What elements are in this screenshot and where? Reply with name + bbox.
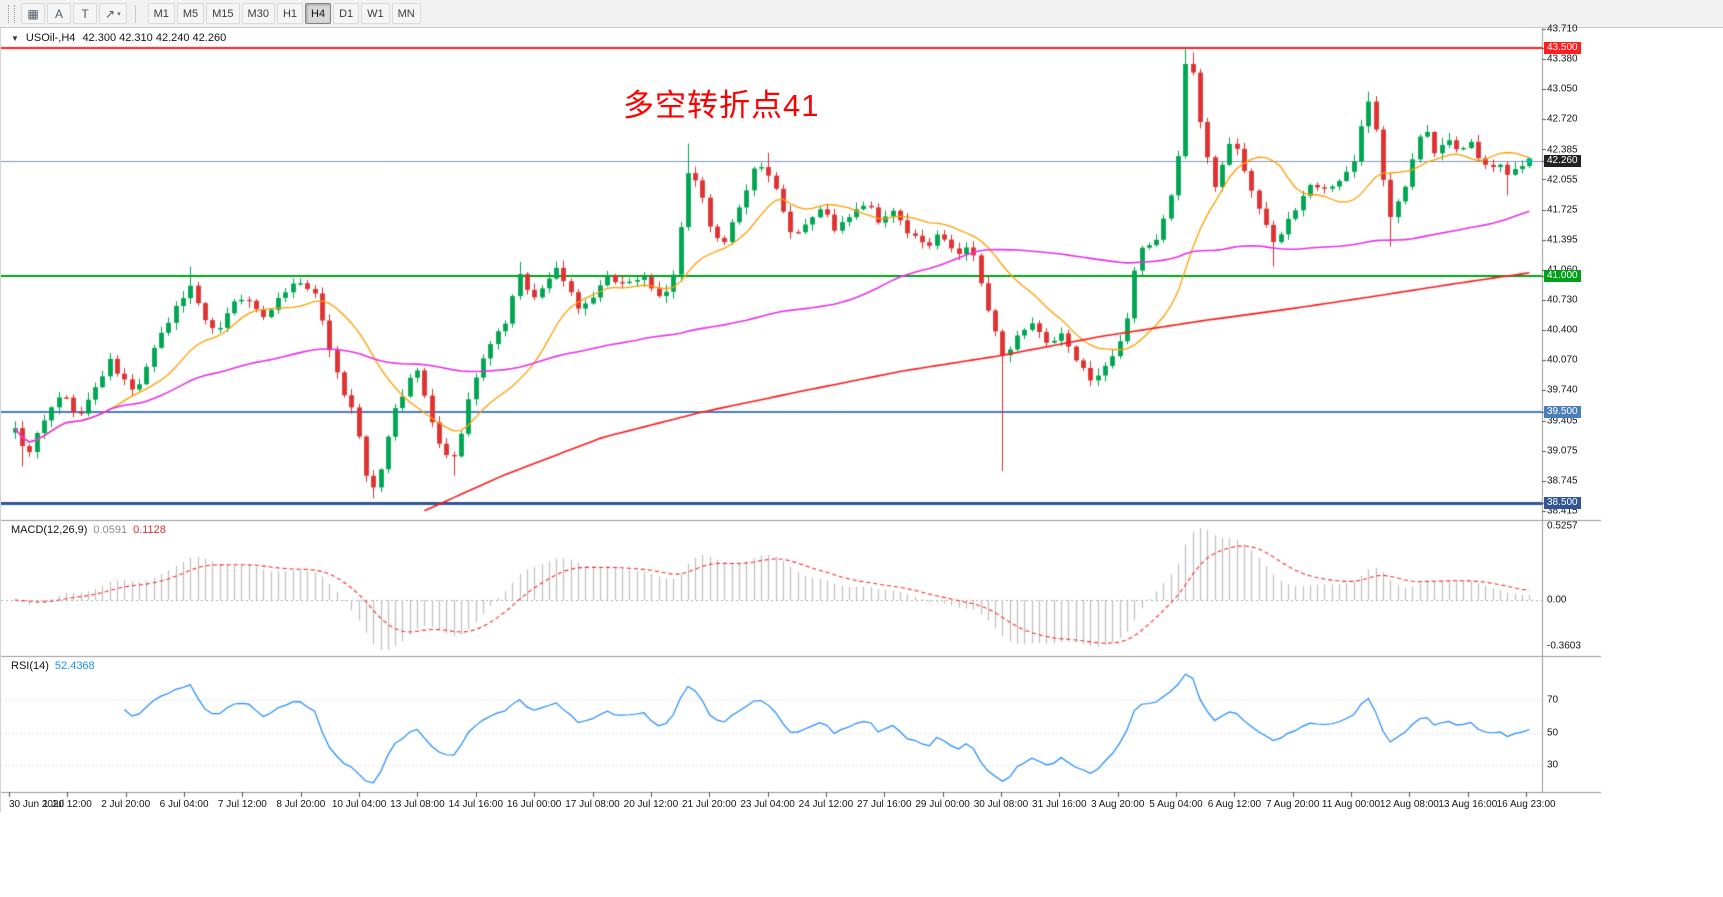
time-axis-label: 30 Jun 2020 (9, 799, 65, 810)
rsi-label: RSI(14) (11, 660, 49, 672)
timeframe-toolbar: M1 M5 M15 M30 H1 H4 D1 W1 MN (147, 3, 421, 24)
time-axis-label: 20 Jul 12:00 (623, 799, 679, 810)
time-axis-label: 5 Aug 04:00 (1149, 799, 1203, 810)
timeframe-button-m5[interactable]: M5 (176, 3, 205, 24)
time-axis-label: 30 Jul 08:00 (973, 799, 1029, 810)
macd-axis-label: 0.00 (1547, 594, 1567, 606)
text-box-tool[interactable]: T (73, 3, 97, 24)
time-axis-label: 6 Aug 12:00 (1207, 799, 1262, 810)
price-axis-label: 40.070 (1547, 354, 1578, 366)
time-axis-label: 11 Aug 00:00 (1321, 799, 1381, 810)
time-axis-label: 16 Aug 23:00 (1496, 799, 1556, 810)
time-axis-label: 12 Aug 08:00 (1379, 799, 1439, 810)
chart-list-icon[interactable]: ▦ (21, 3, 45, 24)
time-axis-label: 13 Jul 08:00 (390, 799, 445, 810)
chart-window: ▼ USOil-,H4 42.300 42.310 42.240 42.260 … (0, 23, 1601, 812)
text-label-tool-glyph: A (54, 6, 63, 21)
collapse-arrow-icon[interactable]: ▼ (11, 33, 19, 43)
macd-axis-label: 0.5257 (1547, 520, 1578, 532)
macd-main-value: 0.0591 (93, 524, 128, 536)
time-axis-label: 17 Jul 08:00 (565, 799, 620, 810)
price-axis-label: 39.075 (1547, 445, 1578, 457)
ohlc-values: 42.300 42.310 42.240 42.260 (82, 32, 227, 44)
dropdown-caret-icon: ▾ (117, 10, 121, 18)
price-axis-label: 42.720 (1547, 113, 1578, 125)
time-axis[interactable]: 30 Jun 2020 1 Jul 12:00 2 Jul 20:00 6 Jul 0… (1, 796, 1556, 812)
price-axis-label: 42.055 (1547, 174, 1578, 185)
time-axis-label: 7 Aug 20:00 (1265, 799, 1320, 810)
toolbar-separator (134, 4, 136, 23)
time-axis-label: 21 Jul 20:00 (681, 799, 737, 810)
macd-label: MACD(12,26,9) (11, 524, 88, 536)
time-axis-label: 2 Jul 20:00 (101, 799, 151, 810)
price-badge-39.500: 39.500 (1544, 406, 1581, 418)
price-axis-label: 43.710 (1547, 23, 1578, 35)
price-axis-label: 40.730 (1547, 294, 1578, 306)
text-label-tool[interactable]: A (47, 3, 71, 24)
price-axis-label: 39.405 (1547, 415, 1578, 427)
price-axis-label: 39.740 (1547, 384, 1578, 396)
symbol-title: USOil-,H4 (25, 32, 76, 44)
price-badge-42.260: 42.260 (1544, 154, 1581, 167)
rsi-header: RSI(14) 52.4368 (11, 660, 95, 672)
time-axis-label: 7 Jul 12:00 (217, 799, 267, 810)
toolbar-grip[interactable] (8, 4, 15, 23)
rsi-value: 52.4368 (54, 660, 95, 672)
time-axis-label: 16 Jul 00:00 (506, 799, 562, 810)
time-axis-label: 8 Jul 20:00 (276, 799, 326, 810)
macd-axis-label: -0.3603 (1547, 640, 1581, 652)
timeframe-button-m30[interactable]: M30 (241, 3, 275, 24)
chart-list-icon-glyph: ▦ (27, 6, 39, 21)
time-axis-label: 13 Aug 16:00 (1438, 799, 1498, 810)
annotation-text: 多空转折点41 (623, 88, 820, 123)
price-axis[interactable]: 43.710 43.500 43.380 43.050 42.720 42.385 42.2… (1543, 23, 1601, 812)
top-toolbar: ▦ A T ↗ ▾ M1 M5 M15 M30 H1 H4 D1 W1 MN (0, 0, 1723, 28)
time-axis-label: 23 Jul 04:00 (740, 799, 795, 810)
time-axis-label: 31 Jul 16:00 (1032, 799, 1087, 810)
timeframe-button-h1[interactable]: H1 (276, 3, 304, 24)
time-axis-label: 3 Aug 20:00 (1090, 799, 1145, 810)
time-axis-label: 10 Jul 04:00 (331, 799, 387, 810)
price-badge-41.000: 41.000 (1544, 269, 1581, 282)
macd-header: MACD(12,26,9) 0.0591 0.1128 (11, 524, 166, 536)
time-axis-label: 14 Jul 16:00 (448, 799, 504, 810)
timeframe-button-mn[interactable]: MN (391, 3, 421, 24)
price-axis-label: 40.400 (1547, 324, 1578, 336)
price-axis-label: 41.725 (1547, 204, 1578, 215)
time-axis-label: 1 Jul 12:00 (42, 799, 92, 810)
price-axis-label: 42.385 (1547, 144, 1578, 155)
arrow-tool[interactable]: ↗ ▾ (99, 3, 127, 24)
time-axis-label: 29 Jul 00:00 (915, 799, 970, 810)
time-axis-label: 24 Jul 12:00 (798, 799, 854, 810)
timeframe-button-m15[interactable]: M15 (206, 3, 240, 24)
timeframe-button-h4[interactable]: H4 (305, 3, 332, 24)
rsi-axis-label: 30 (1547, 759, 1559, 771)
price-axis-label: 43.050 (1547, 83, 1578, 95)
price-axis-label: 38.415 (1547, 505, 1578, 517)
timeframe-button-d1[interactable]: D1 (333, 3, 360, 24)
chart-canvas[interactable] (1, 28, 1601, 812)
time-axis-label: 27 Jul 16:00 (857, 799, 912, 810)
price-badge-43.500: 43.500 (1544, 42, 1581, 54)
chart-symbol-header: ▼ USOil-,H4 42.300 42.310 42.240 42.260 (11, 32, 226, 44)
timeframe-button-m1[interactable]: M1 (147, 3, 175, 24)
arrow-tool-glyph: ↗ (105, 6, 116, 21)
macd-signal-value: 0.1128 (133, 524, 166, 536)
rsi-axis-label: 50 (1547, 727, 1559, 738)
price-badge-38.500: 38.500 (1544, 497, 1581, 509)
rsi-axis-label: 70 (1547, 694, 1559, 706)
time-axis-label: 6 Jul 04:00 (159, 799, 209, 810)
timeframe-button-w1[interactable]: W1 (361, 3, 390, 24)
text-box-tool-glyph: T (81, 6, 89, 21)
price-axis-label: 41.395 (1547, 234, 1578, 246)
price-axis-label: 38.745 (1547, 475, 1578, 487)
chart-tools: ▦ A T ↗ ▾ (21, 3, 127, 24)
price-axis-label: 43.380 (1547, 53, 1578, 65)
